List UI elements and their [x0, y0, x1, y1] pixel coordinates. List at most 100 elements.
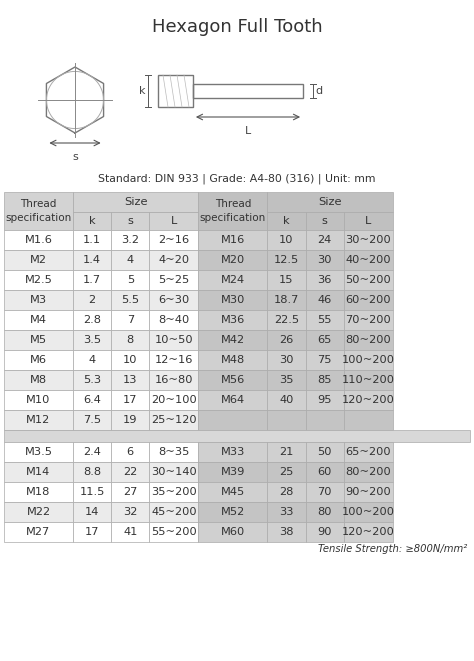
Text: 10: 10 — [123, 355, 137, 365]
Text: 65~200: 65~200 — [346, 447, 391, 457]
Text: M6: M6 — [30, 355, 47, 365]
Bar — [4, 502, 73, 522]
Text: M39: M39 — [220, 467, 245, 477]
Bar — [306, 442, 344, 462]
Bar — [111, 502, 149, 522]
Bar — [111, 212, 149, 230]
Bar — [344, 522, 392, 542]
Text: 5: 5 — [127, 275, 134, 285]
Bar — [306, 462, 344, 482]
Text: s: s — [72, 152, 78, 162]
Text: 2~16: 2~16 — [158, 235, 190, 245]
Text: 12.5: 12.5 — [274, 255, 299, 265]
Text: 20~100: 20~100 — [151, 395, 197, 405]
Text: 60~200: 60~200 — [346, 295, 391, 305]
Text: 16~80: 16~80 — [155, 375, 193, 385]
Bar — [149, 330, 198, 350]
Text: 90~200: 90~200 — [345, 487, 391, 497]
Text: 15: 15 — [279, 275, 294, 285]
Bar — [267, 462, 306, 482]
Bar — [344, 230, 392, 250]
Text: k: k — [139, 86, 146, 96]
Text: 75: 75 — [318, 355, 332, 365]
Text: 30~200: 30~200 — [345, 235, 391, 245]
Text: 36: 36 — [318, 275, 332, 285]
Bar — [267, 370, 306, 390]
Text: M16: M16 — [221, 235, 245, 245]
Bar — [198, 230, 267, 250]
Text: 6.4: 6.4 — [83, 395, 101, 405]
Text: Standard: DIN 933 | Grade: A4-80 (316) | Unit: mm: Standard: DIN 933 | Grade: A4-80 (316) |… — [98, 173, 376, 184]
Text: 85: 85 — [318, 375, 332, 385]
Text: M8: M8 — [30, 375, 47, 385]
Text: L: L — [365, 216, 371, 226]
Bar — [198, 250, 267, 270]
Bar — [344, 212, 392, 230]
Bar — [198, 482, 267, 502]
Text: 4~20: 4~20 — [158, 255, 190, 265]
Text: 10: 10 — [279, 235, 294, 245]
Text: 70~200: 70~200 — [345, 315, 391, 325]
Bar — [198, 192, 267, 230]
Bar — [198, 462, 267, 482]
Bar — [267, 502, 306, 522]
Bar — [344, 250, 392, 270]
Bar — [149, 502, 198, 522]
Bar — [4, 310, 73, 330]
Bar — [267, 522, 306, 542]
Text: Thread
specification: Thread specification — [200, 200, 266, 223]
Bar — [4, 270, 73, 290]
Bar — [149, 522, 198, 542]
Text: 11.5: 11.5 — [79, 487, 105, 497]
Text: M56: M56 — [221, 375, 245, 385]
Text: 1.4: 1.4 — [83, 255, 101, 265]
Bar — [267, 290, 306, 310]
Text: M60: M60 — [221, 527, 245, 537]
Bar — [344, 462, 392, 482]
Bar — [149, 310, 198, 330]
Bar — [306, 230, 344, 250]
Text: 18.7: 18.7 — [273, 295, 299, 305]
Bar — [111, 462, 149, 482]
Text: 45~200: 45~200 — [151, 507, 197, 517]
Text: 4: 4 — [89, 355, 96, 365]
Text: M42: M42 — [221, 335, 245, 345]
Text: 3.2: 3.2 — [121, 235, 139, 245]
Text: L: L — [245, 126, 251, 136]
Text: 33: 33 — [279, 507, 294, 517]
Bar — [111, 270, 149, 290]
Bar — [198, 410, 267, 430]
Bar — [149, 370, 198, 390]
Text: 24: 24 — [318, 235, 332, 245]
Bar — [149, 230, 198, 250]
Bar — [73, 522, 111, 542]
Bar — [111, 442, 149, 462]
Text: M2.5: M2.5 — [25, 275, 53, 285]
Text: 6: 6 — [127, 447, 134, 457]
Bar — [4, 410, 73, 430]
Text: 1.1: 1.1 — [83, 235, 101, 245]
Bar — [111, 370, 149, 390]
Text: 17: 17 — [85, 527, 100, 537]
Text: M12: M12 — [27, 415, 51, 425]
Bar — [4, 390, 73, 410]
Bar — [111, 482, 149, 502]
Text: 35~200: 35~200 — [151, 487, 197, 497]
Bar — [73, 330, 111, 350]
Bar — [4, 430, 470, 442]
Bar — [198, 522, 267, 542]
Text: 40: 40 — [279, 395, 293, 405]
Text: 80: 80 — [318, 507, 332, 517]
Text: 2: 2 — [89, 295, 96, 305]
Text: 80~200: 80~200 — [345, 467, 391, 477]
Bar — [198, 350, 267, 370]
Text: M48: M48 — [221, 355, 245, 365]
Bar — [306, 390, 344, 410]
Bar — [149, 462, 198, 482]
Text: 27: 27 — [123, 487, 137, 497]
Bar — [149, 212, 198, 230]
Text: 3.5: 3.5 — [83, 335, 101, 345]
Bar — [111, 390, 149, 410]
Bar — [267, 330, 306, 350]
Text: 25~120: 25~120 — [151, 415, 197, 425]
